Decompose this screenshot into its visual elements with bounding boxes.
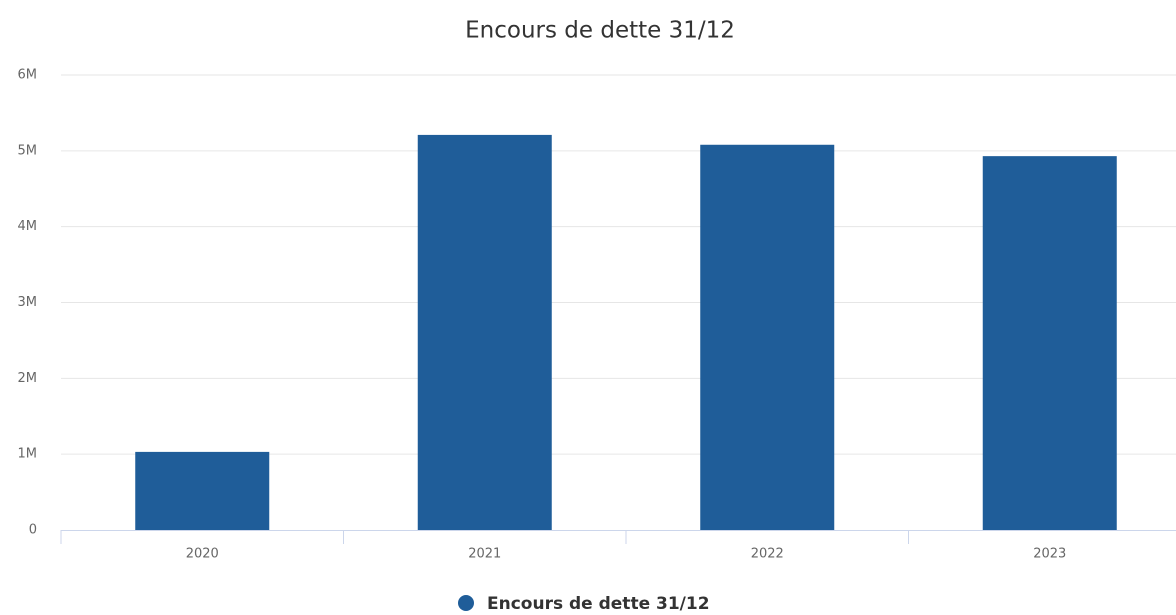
x-tick-label: 2021: [468, 547, 501, 562]
y-tick-label: 1M: [18, 447, 38, 462]
y-tick-label: 5M: [18, 143, 38, 158]
y-tick-label: 0: [29, 523, 37, 538]
bar: [135, 451, 270, 530]
chart-title: Encours de dette 31/12: [465, 18, 735, 44]
legend-marker: [458, 595, 474, 611]
y-tick-label: 3M: [18, 295, 38, 310]
y-tick-label: 2M: [18, 371, 38, 386]
y-tick-label: 6M: [18, 68, 38, 83]
x-tick-label: 2022: [751, 547, 784, 562]
bar: [417, 134, 552, 531]
bar: [982, 156, 1117, 530]
legend-label: Encours de dette 31/12: [487, 594, 710, 614]
bar: [700, 144, 835, 530]
x-tick-label: 2023: [1033, 547, 1066, 562]
y-tick-label: 4M: [18, 219, 38, 234]
x-tick-label: 2020: [186, 547, 219, 562]
